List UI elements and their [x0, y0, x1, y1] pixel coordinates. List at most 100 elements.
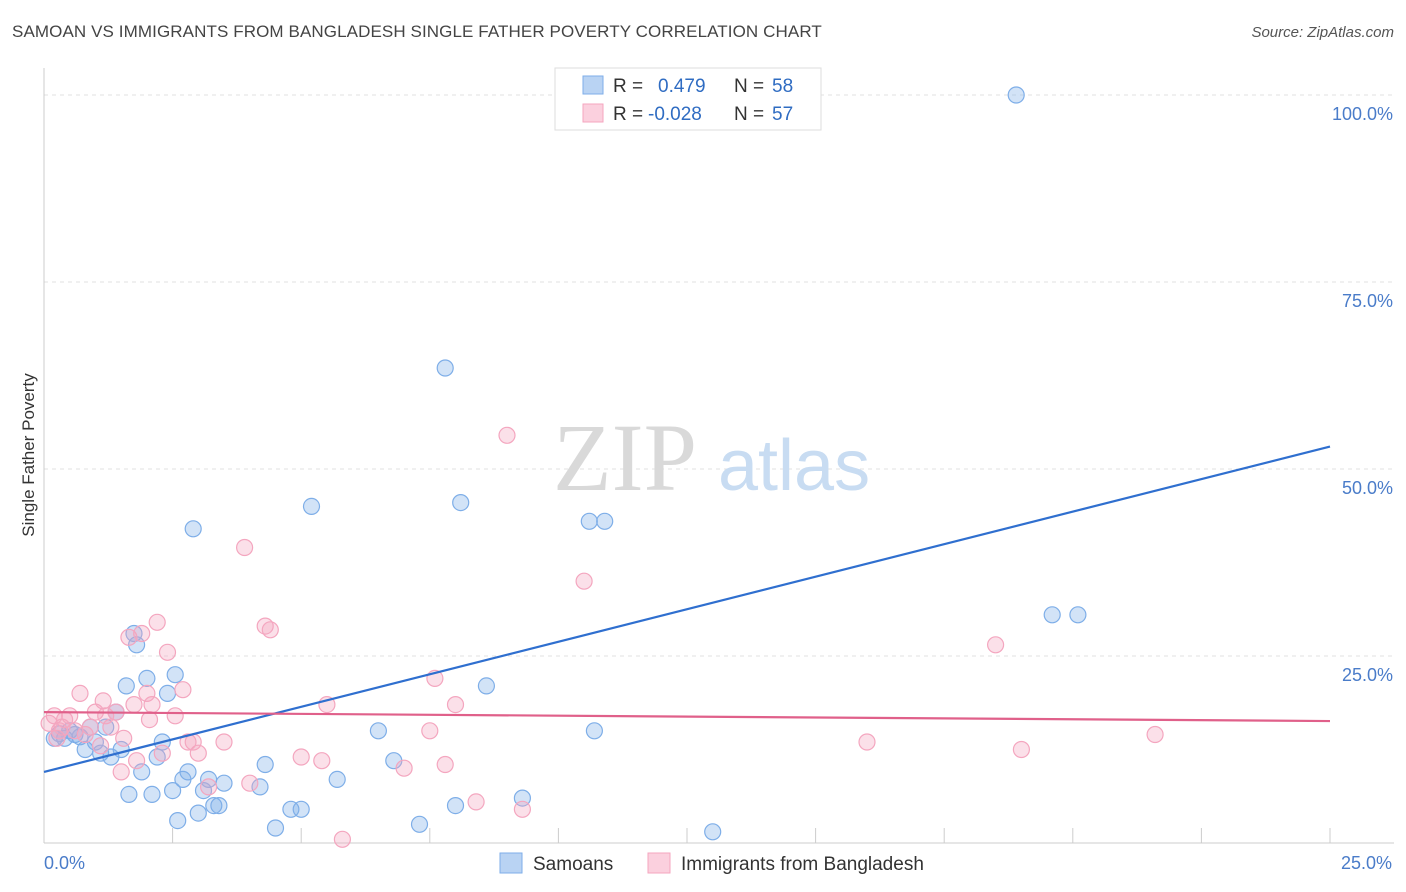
data-points — [40, 86, 1164, 848]
data-point — [333, 830, 351, 848]
data-point — [575, 572, 593, 590]
data-point — [1069, 606, 1087, 624]
data-point — [328, 770, 346, 789]
gridlines — [44, 94, 1394, 657]
legend-r-label: R = — [613, 76, 643, 97]
data-point — [395, 759, 413, 777]
data-point — [251, 778, 269, 796]
data-point — [241, 774, 259, 792]
data-point — [261, 621, 279, 639]
data-point — [369, 722, 387, 740]
data-point — [704, 823, 722, 841]
watermark-zip: ZIP — [553, 404, 697, 511]
bottom-legend-samoans: Samoans — [533, 854, 613, 875]
data-point — [477, 677, 495, 695]
data-point — [210, 796, 228, 815]
data-point — [184, 520, 202, 538]
data-point — [580, 512, 598, 530]
bottom-legend: Samoans Immigrants from Bangladesh — [499, 852, 924, 875]
data-point — [164, 781, 182, 800]
data-point — [189, 744, 207, 762]
data-point — [94, 692, 112, 710]
data-point — [158, 684, 177, 703]
data-point — [112, 763, 130, 781]
legend-r-label-2: R = — [613, 104, 643, 125]
data-point — [215, 733, 233, 751]
data-point — [452, 494, 470, 512]
data-point — [421, 722, 439, 740]
data-point — [313, 752, 331, 770]
data-point — [596, 512, 614, 530]
data-point — [179, 763, 197, 781]
legend-r-samoans: 0.479 — [658, 76, 706, 97]
data-point — [140, 710, 159, 729]
trend-lines — [43, 445, 1331, 774]
y-tick-50: 50.0% — [1342, 478, 1393, 498]
data-point — [256, 755, 274, 774]
data-point — [120, 785, 138, 804]
data-point — [436, 755, 454, 774]
data-point — [125, 695, 143, 714]
data-point — [200, 778, 218, 796]
data-point — [169, 811, 187, 830]
data-point — [205, 796, 223, 815]
series-1-points — [40, 426, 1164, 848]
data-point — [158, 643, 177, 661]
watermark-atlas: atlas — [718, 426, 870, 506]
data-point — [446, 695, 465, 714]
data-point — [143, 695, 161, 714]
data-point — [133, 624, 151, 643]
data-point — [292, 748, 310, 766]
data-point — [120, 628, 138, 646]
data-point — [133, 763, 151, 781]
y-axis-label: Single Father Poverty — [19, 373, 38, 537]
data-point — [115, 729, 133, 747]
data-point — [166, 707, 184, 725]
data-point — [138, 669, 156, 688]
data-point — [292, 800, 310, 818]
data-point — [138, 684, 156, 703]
data-point — [467, 793, 485, 811]
x-tick-max: 25.0% — [1341, 853, 1392, 873]
y-tick-25: 25.0% — [1342, 665, 1393, 685]
trend-line-1 — [43, 710, 1331, 723]
data-point — [91, 737, 110, 755]
data-point — [236, 538, 254, 557]
bottom-legend-swatch-bangladesh — [647, 852, 671, 874]
bottom-legend-swatch-samoans — [499, 852, 523, 874]
top-legend: R = 0.479 N = 58 R = -0.028 N = 57 — [554, 67, 822, 131]
series-0-points — [45, 86, 1087, 841]
legend-swatch-bangladesh — [582, 103, 604, 123]
data-point — [410, 815, 429, 833]
data-point — [1043, 606, 1061, 624]
data-point — [1012, 740, 1031, 759]
y-tick-75: 75.0% — [1342, 291, 1393, 311]
data-point — [446, 796, 465, 815]
bottom-legend-bangladesh: Immigrants from Bangladesh — [681, 854, 924, 875]
data-point — [143, 785, 161, 804]
data-point — [166, 666, 184, 684]
data-point — [179, 733, 197, 751]
legend-swatch-samoans — [582, 75, 604, 95]
chart-source: Source: ZipAtlas.com — [1251, 24, 1394, 41]
data-point — [986, 636, 1005, 654]
axes — [43, 68, 1394, 844]
legend-n-label-2: N = — [734, 104, 764, 125]
data-point — [71, 684, 89, 703]
data-point — [117, 677, 135, 695]
data-point — [148, 613, 166, 631]
data-point — [1146, 725, 1164, 744]
x-tick-min: 0.0% — [44, 853, 85, 873]
data-point — [81, 718, 99, 736]
y-tick-labels: 25.0% 50.0% 75.0% 100.0% — [1332, 104, 1393, 685]
data-point — [61, 707, 79, 725]
y-tick-100: 100.0% — [1332, 104, 1393, 124]
data-point — [513, 800, 532, 818]
data-point — [498, 426, 516, 444]
data-point — [302, 497, 321, 515]
data-point — [436, 359, 454, 377]
data-point — [215, 774, 233, 792]
data-point — [266, 819, 285, 837]
trend-line-0 — [43, 445, 1331, 774]
